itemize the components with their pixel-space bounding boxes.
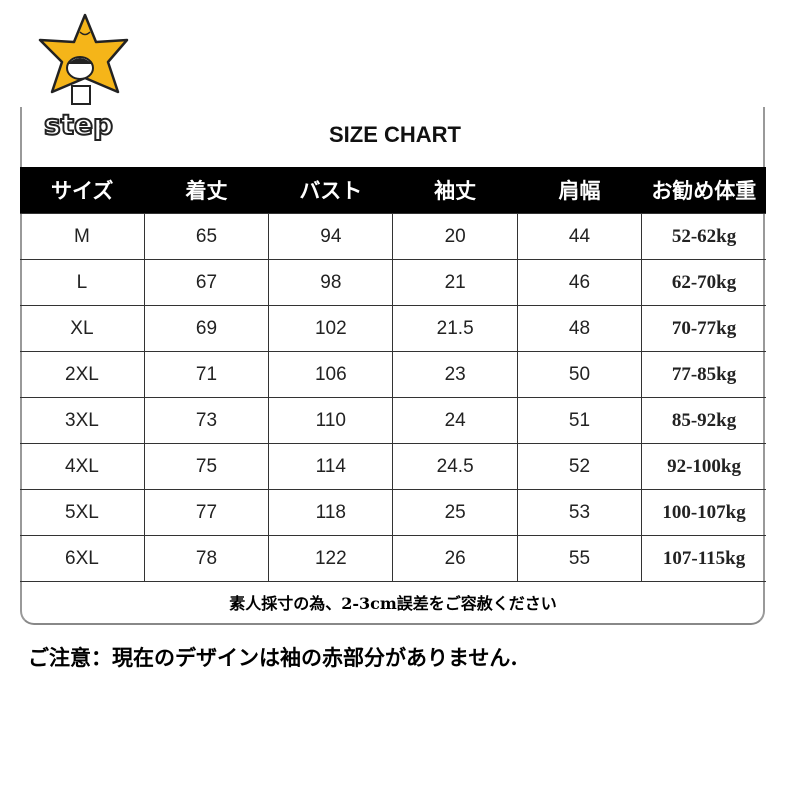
table-cell: 98 — [268, 259, 394, 306]
column-header: 袖丈 — [392, 167, 518, 214]
table-cell: 77-85kg — [641, 351, 766, 398]
table-cell: 46 — [516, 259, 643, 306]
logo-text: step — [43, 107, 114, 142]
table-cell: XL — [20, 305, 145, 352]
brand-logo: step — [30, 10, 140, 145]
size-table: サイズ 着丈 バスト 袖丈 肩幅 お勧め体重 M 65 94 20 44 52-62kg L 67 98 2… — [20, 167, 766, 582]
table-cell: 70-77kg — [641, 305, 766, 352]
table-cell: 73 — [143, 397, 270, 444]
table-cell: 100-107kg — [641, 489, 766, 536]
column-header: 肩幅 — [517, 167, 642, 214]
table-row: M 65 94 20 44 52-62kg — [20, 213, 766, 260]
table-row: 4XL 75 114 24.5 52 92-100kg — [20, 443, 766, 490]
table-cell: 53 — [516, 489, 643, 536]
table-cell: 26 — [392, 535, 518, 582]
table-cell: 20 — [392, 213, 518, 260]
column-header: お勧め体重 — [641, 167, 766, 214]
table-cell: 25 — [392, 489, 518, 536]
table-cell: 24.5 — [392, 443, 518, 490]
design-note: ご注意：現在のデザインは袖の赤部分がありません. — [28, 645, 518, 670]
table-row: 2XL 71 106 23 50 77-85kg — [20, 351, 766, 398]
table-cell: 77 — [143, 489, 270, 536]
table-cell: 6XL — [20, 535, 145, 582]
table-cell: 21.5 — [392, 305, 518, 352]
table-cell: 4XL — [20, 443, 145, 490]
column-header: サイズ — [20, 167, 145, 214]
table-cell: 65 — [143, 213, 270, 260]
table-cell: 85-92kg — [641, 397, 766, 444]
column-header: バスト — [268, 167, 393, 214]
page-title: SIZE CHART — [329, 122, 461, 147]
table-cell: 3XL — [20, 397, 145, 444]
table-cell: L — [20, 259, 145, 306]
table-cell: 67 — [143, 259, 270, 306]
table-row: XL 69 102 21.5 48 70-77kg — [20, 305, 766, 352]
table-cell: 69 — [143, 305, 270, 352]
measurement-disclaimer: 素人採寸の為、2-3cm誤差をご容赦ください — [229, 594, 557, 613]
table-cell: 44 — [516, 213, 643, 260]
table-cell: 92-100kg — [641, 443, 766, 490]
table-cell: 52-62kg — [641, 213, 766, 260]
table-cell: 5XL — [20, 489, 145, 536]
table-cell: 107-115kg — [641, 535, 766, 582]
table-cell: 122 — [268, 535, 394, 582]
table-cell: 21 — [392, 259, 518, 306]
table-cell: 52 — [516, 443, 643, 490]
table-cell: 50 — [516, 351, 643, 398]
table-cell: 23 — [392, 351, 518, 398]
table-cell: 118 — [268, 489, 394, 536]
table-row: 3XL 73 110 24 51 85-92kg — [20, 397, 766, 444]
table-cell: 55 — [516, 535, 643, 582]
table-cell: 51 — [516, 397, 643, 444]
table-cell: 75 — [143, 443, 270, 490]
table-row: 5XL 77 118 25 53 100-107kg — [20, 489, 766, 536]
star-mascot-icon — [38, 13, 129, 105]
table-row: L 67 98 21 46 62-70kg — [20, 259, 766, 306]
table-cell: M — [20, 213, 145, 260]
table-row: 6XL 78 122 26 55 107-115kg — [20, 535, 766, 582]
table-cell: 71 — [143, 351, 270, 398]
table-cell: 94 — [268, 213, 394, 260]
table-cell: 114 — [268, 443, 394, 490]
table-cell: 78 — [143, 535, 270, 582]
table-cell: 48 — [516, 305, 643, 352]
table-cell: 2XL — [20, 351, 145, 398]
table-cell: 102 — [268, 305, 394, 352]
table-cell: 110 — [268, 397, 394, 444]
table-cell: 24 — [392, 397, 518, 444]
table-cell: 62-70kg — [641, 259, 766, 306]
column-header: 着丈 — [144, 167, 269, 214]
table-cell: 106 — [268, 351, 394, 398]
